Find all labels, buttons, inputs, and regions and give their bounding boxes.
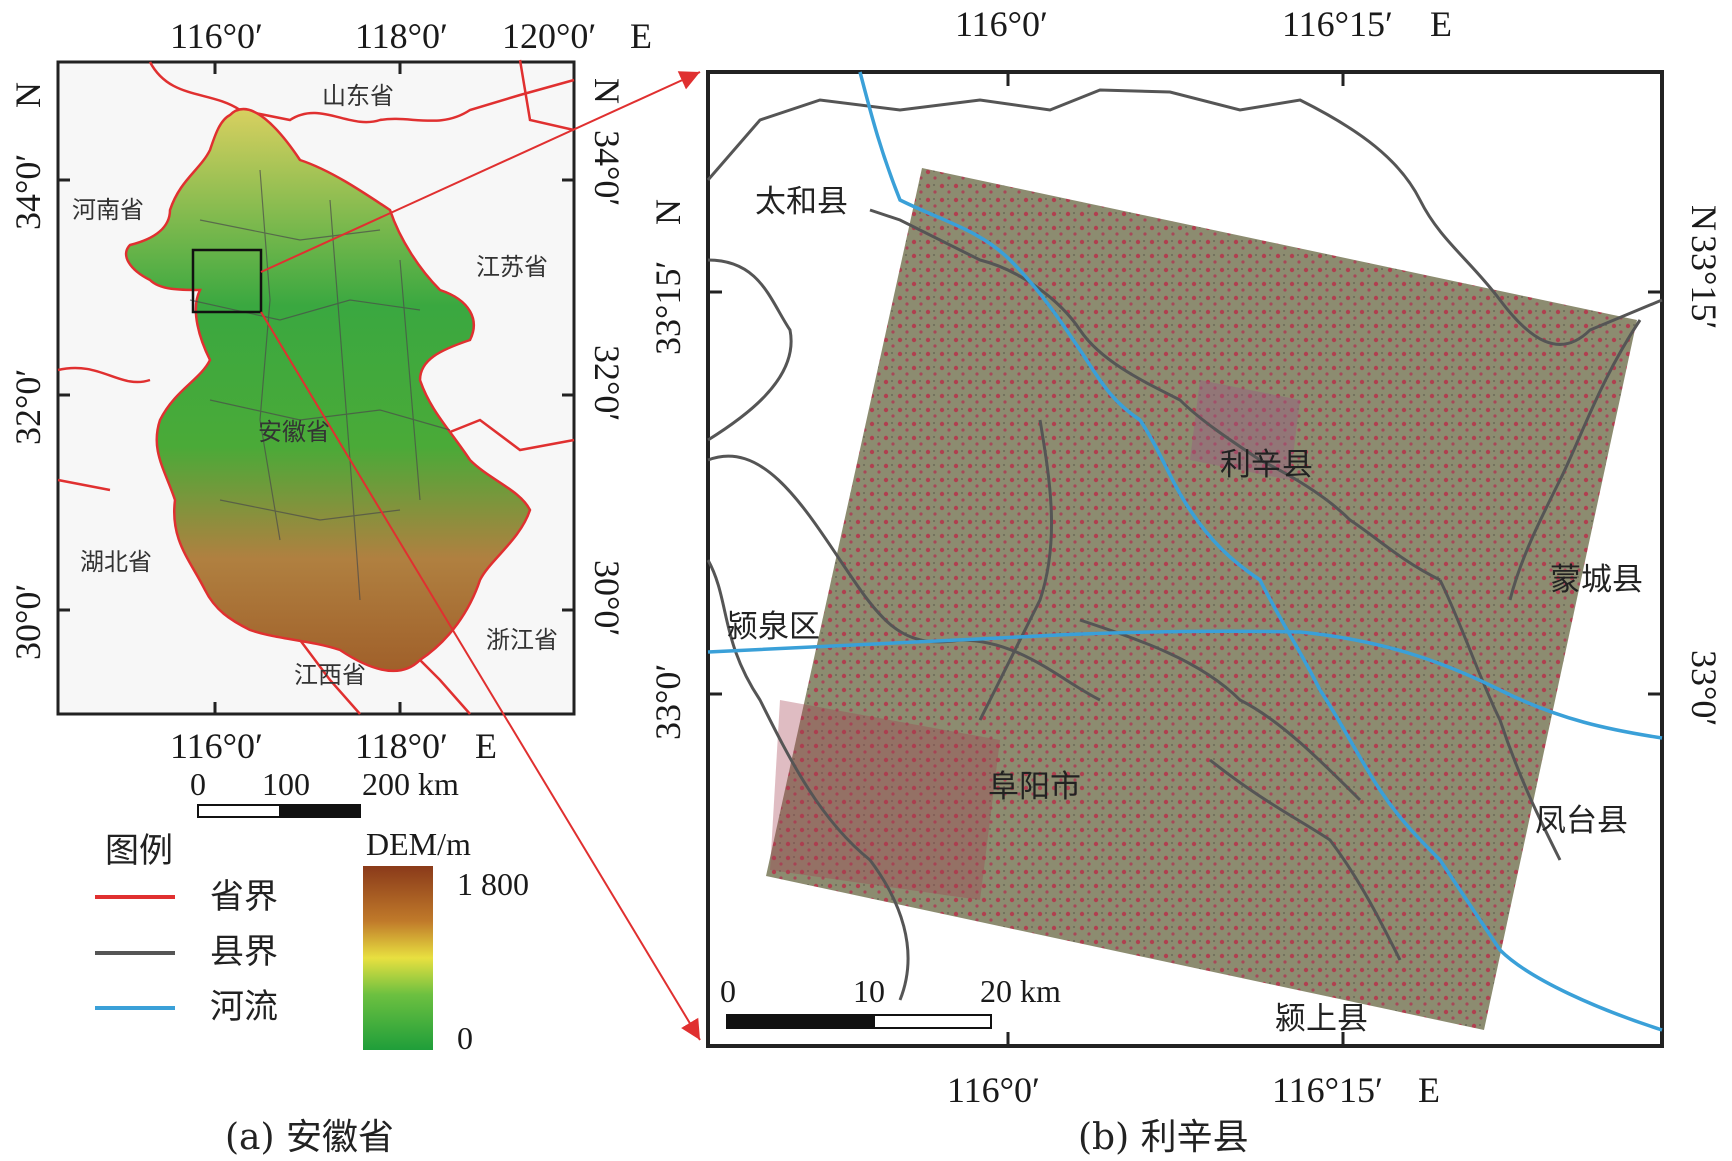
label-lixin: 利辛县 [1220,447,1313,483]
panel-a-bottom-lon-tick: 116°0′ [170,726,263,766]
panel-b-scale-label-20: 20 km [980,973,1061,1009]
panel-b-lat-tick-right: 33°0′ [1684,650,1724,727]
panel-a-lat-tick-left: 34°0′ [8,153,48,230]
panel-a-bottom-lon-tick: 118°0′ [355,726,448,766]
label-mengcheng: 蒙城县 [1550,562,1643,598]
dem-legend-max: 1 800 [457,866,529,902]
river-ci-he [858,71,1663,1032]
panel-a-top-lon-tick: 120°0′ [502,16,597,56]
county-boundary-lines [189,169,451,601]
label-fuyang: 阜阳市 [988,769,1081,805]
panel-a-caption: (a) 安徽省 [225,1117,394,1158]
lixin-urban-area [1190,380,1300,480]
label-jiangxi: 江西省 [294,661,366,689]
label-fengtai: 凤台县 [1535,803,1628,839]
panel-b-lat-tick-right: 33°15′ [1684,235,1724,330]
panel-a-lat-tick-right: 34°0′ [587,130,627,207]
panel-b-bottom-lon-tick: 116°15′ [1272,1070,1383,1110]
panel-a-bottom-lon-suffix: E [475,726,497,766]
panel-b-top-lon-suffix: E [1430,4,1452,44]
panel-b-scale-label-0: 0 [720,973,736,1009]
panel-b-lat-suffix-left: N [648,199,688,225]
fuyang-urban-area [770,700,1000,900]
panel-a-scale-label-200: 200 km [362,766,459,802]
label-anhui: 安徽省 [258,418,330,446]
label-henan: 河南省 [72,196,144,224]
label-yingquan: 颍泉区 [727,609,820,645]
panel-b-lat-suffix-right: N [1684,205,1724,231]
label-shandong: 山东省 [322,82,394,110]
label-zhejiang: 浙江省 [486,626,558,654]
panel-b-scale-label-10: 10 [853,973,885,1009]
panel-b-county-lines [706,88,1663,1001]
label-hubei: 湖北省 [80,548,152,576]
panel-a-scale-label-100: 100 [262,766,310,802]
dem-legend-min: 0 [457,1020,473,1056]
panel-b-lat-tick-left: 33°0′ [648,663,688,740]
river-xifei-he [707,629,1663,740]
study-area-box [191,248,263,314]
panel-b-ticks [708,72,1662,1046]
legend-river-label: 河流 [210,987,278,1027]
panel-b-top-lon-tick: 116°0′ [955,4,1048,44]
panel-b-lat-tick-left: 33°15′ [648,260,688,355]
legend-province-label: 省界 [210,877,278,917]
legend-title: 图例 [105,831,173,871]
panel-a-lat-suffix-right: N [587,78,627,104]
panel-a-scale-bar [197,804,361,818]
zoom-arrow-bottom [260,311,701,1041]
panel-b-caption: (b) 利辛县 [1078,1117,1249,1158]
province-boundary-lines [57,59,575,715]
label-yingshang: 颍上县 [1275,1001,1368,1037]
dem-legend-title: DEM/m [366,826,471,862]
satellite-imagery [766,168,1637,1030]
panel-a-lat-suffix-left: N [8,82,48,108]
panel-b-scale-bar [726,1014,992,1029]
dem-color-ramp [363,866,433,1050]
label-jiangsu: 江苏省 [476,253,548,281]
panel-b-bottom-lon-tick: 116°0′ [947,1070,1040,1110]
panel-a-lat-tick-left: 32°0′ [8,368,48,445]
zoom-arrow-top [260,71,701,273]
panel-b-bottom-lon-suffix: E [1418,1070,1440,1110]
panel-a-lat-tick-left: 30°0′ [8,583,48,660]
panel-a-scale-label-0: 0 [190,766,206,802]
panel-a-lat-tick-right: 32°0′ [587,345,627,422]
legend-county-label: 县界 [210,932,278,972]
panel-a-lat-tick-right: 30°0′ [587,560,627,637]
panel-a-top-lon-tick: 116°0′ [170,16,263,56]
label-taihe: 太和县 [755,184,848,220]
panel-b-top-lon-tick: 116°15′ [1282,4,1393,44]
panel-a-ticks [58,62,574,714]
panel-a-top-lon-tick: 118°0′ [355,16,448,56]
panel-a-top-lon-suffix: E [630,16,652,56]
